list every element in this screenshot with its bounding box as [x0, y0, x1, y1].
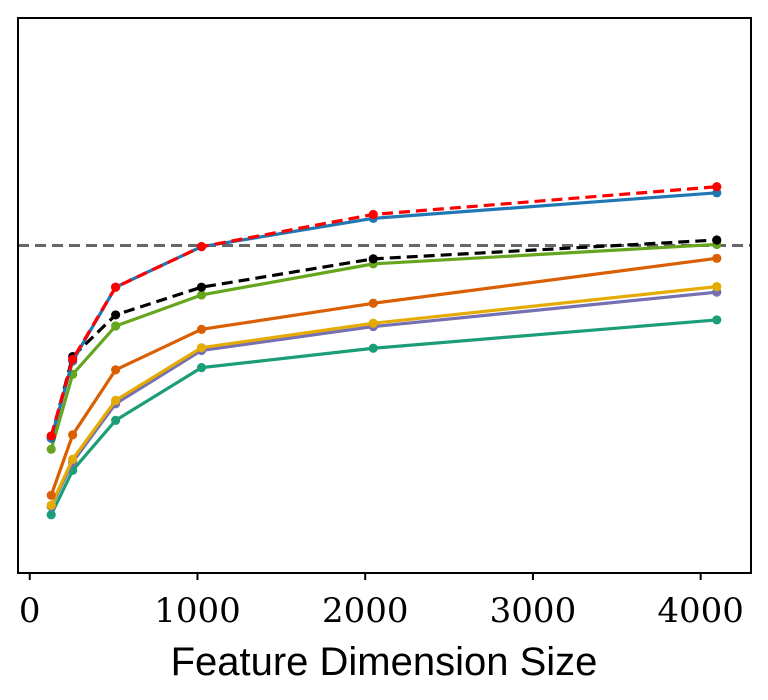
series-red-dashed-point: [196, 242, 207, 252]
series-black-dashed-point: [368, 254, 378, 264]
series-green-line: [49, 242, 717, 450]
series-black-dashed-point: [196, 282, 207, 292]
series-red-dashed: [46, 182, 722, 441]
series-yellow-point: [46, 500, 56, 510]
x-axis-ticks: 0 1000 2000 3000 4000: [19, 573, 744, 631]
x-tick-label: 0: [19, 591, 41, 631]
series-teal-point: [196, 363, 207, 373]
x-tick-label: 3000: [490, 591, 577, 631]
series-orange-point: [196, 324, 207, 334]
series-orange-point: [46, 490, 56, 500]
series-red-dashed-point: [111, 282, 121, 292]
series-orange-point: [111, 365, 121, 375]
series-yellow-point: [68, 454, 78, 464]
x-tick-label: 1000: [154, 591, 241, 631]
plot-frame: [17, 17, 752, 574]
series-yellow-point: [196, 343, 207, 353]
series-layer: [46, 182, 722, 520]
series-red-dashed-point: [46, 431, 56, 441]
series-yellow: [46, 282, 722, 510]
x-tick-label: 2000: [322, 591, 409, 631]
series-yellow-point: [368, 318, 378, 328]
series-black-dashed-point: [111, 310, 121, 320]
series-orange: [46, 253, 722, 500]
series-teal-point: [111, 415, 121, 425]
series-teal-line: [49, 318, 717, 516]
x-axis-title: Feature Dimension Size: [171, 640, 598, 684]
series-orange-line: [49, 256, 717, 496]
series-teal: [46, 315, 722, 520]
series-teal-point: [46, 510, 56, 520]
series-orange-point: [68, 430, 78, 440]
series-orange-point: [368, 298, 378, 308]
series-teal-point: [712, 315, 722, 325]
series-yellow-point: [111, 395, 121, 405]
series-green-point: [196, 290, 207, 300]
series-green-point: [111, 321, 121, 331]
series-red-dashed-point: [712, 182, 722, 192]
series-orange-point: [712, 253, 722, 263]
x-tick-label: 4000: [657, 591, 744, 631]
series-red-dashed-point: [68, 354, 78, 364]
series-black-dashed-point: [712, 235, 722, 245]
series-yellow-line: [49, 285, 717, 506]
series-green-point: [46, 444, 56, 454]
series-red-dashed-point: [368, 209, 378, 220]
series-yellow-point: [712, 282, 722, 292]
series-red-dashed-line: [49, 185, 717, 437]
series-teal-point: [368, 343, 378, 353]
